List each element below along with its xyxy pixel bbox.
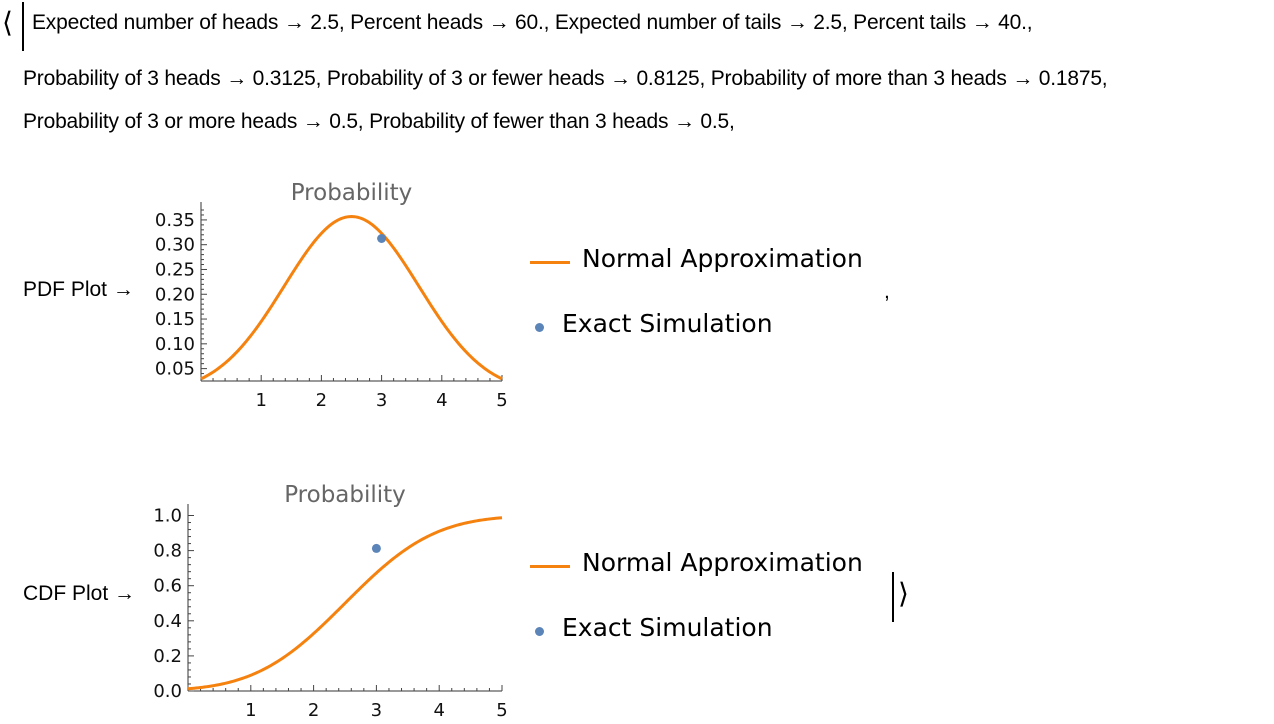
x-tick-label: 3 [376,390,387,411]
stats-row-3: Probability of 3 or more heads → 0.5, Pr… [23,110,735,133]
open-angle-bracket: ⟨ [2,6,13,39]
pdf-plot-label: PDF Plot → [23,278,134,301]
y-tick-label: 0.6 [153,576,182,597]
y-tick-label: 0.4 [153,611,182,632]
y-tick-label: 0.10 [155,334,195,355]
x-tick-label: 2 [308,700,319,721]
y-tick-label: 0.35 [155,210,195,231]
y-tick-label: 0.0 [153,681,182,702]
x-tick-label: 4 [433,700,444,721]
exact-simulation-point [377,234,387,243]
cdf-plot-label: CDF Plot → [23,582,136,605]
stats-row-2: Probability of 3 heads → 0.3125, Probabi… [23,67,1108,90]
normal-approximation-curve [187,516,503,691]
y-tick-label: 0.2 [153,646,182,667]
y-tick-label: 0.20 [155,284,195,305]
x-tick-label: 3 [371,700,382,721]
y-tick-label: 0.05 [155,359,195,380]
y-tick-label: 1.0 [153,506,182,527]
close-angle-bracket: ⟩ [898,577,909,610]
x-tick-label: 5 [496,390,507,411]
x-tick-label: 1 [245,700,256,721]
legend-dot-swatch [535,627,544,636]
x-tick-label: 4 [436,390,447,411]
y-tick-label: 0.30 [155,235,195,256]
chart-title: Probability [284,482,406,508]
x-tick-label: 5 [496,700,507,721]
cdf-chart: Probability 1 2 3 4 5 0.0 0.2 0.4 0.6 0.8 1.0 [153,482,507,721]
legend-line-swatch [530,565,570,568]
legend-line-swatch [530,261,570,264]
x-tick-label: 2 [316,390,327,411]
pdf-legend: Normal Approximation Exact Simulation [530,240,890,350]
close-association-bar [892,572,894,622]
legend-label-normal: Normal Approximation [582,244,863,273]
y-tick-label: 0.25 [155,259,195,280]
exact-simulation-point [371,543,381,553]
stats-row-1: Expected number of heads → 2.5, Percent … [32,11,1033,34]
normal-approximation-curve [200,215,503,381]
y-tick-label: 0.8 [153,541,182,562]
legend-label-exact: Exact Simulation [562,309,773,338]
pdf-chart: Probability 1 2 3 4 5 0.05 0.10 0.15 0.20 0.25 0.30… [155,180,508,411]
open-association-bar [22,2,24,51]
legend-label-normal: Normal Approximation [582,548,863,577]
separator-comma: , [884,280,890,303]
legend-label-exact: Exact Simulation [562,613,773,642]
cdf-legend: Normal Approximation Exact Simulation [530,544,890,654]
y-tick-label: 0.15 [155,309,195,330]
chart-title: Probability [291,180,413,206]
x-tick-label: 1 [255,390,266,411]
legend-dot-swatch [535,323,544,332]
